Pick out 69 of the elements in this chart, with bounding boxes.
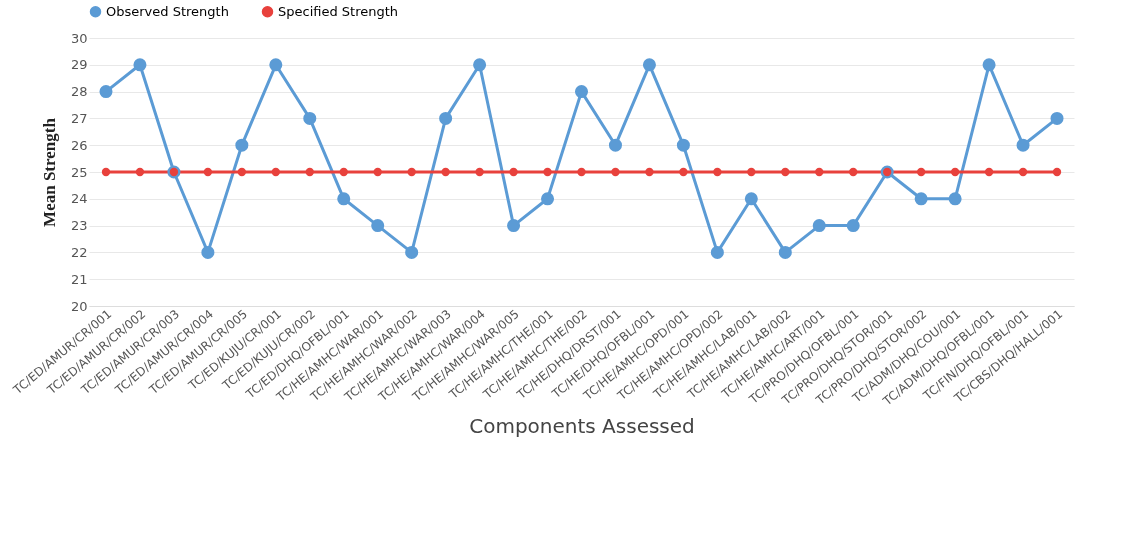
point [744,192,758,206]
point [303,111,317,125]
point [269,58,283,72]
point [509,167,518,177]
point [611,167,620,177]
point [371,219,385,233]
point [407,167,416,177]
point [1016,138,1030,152]
point [305,167,314,177]
point [948,192,962,206]
point [982,58,996,72]
y-tick-label: 21 [70,271,88,287]
y-tick-label: 26 [70,137,88,153]
point [507,219,521,233]
point [543,167,552,177]
y-tick-label: 27 [70,110,88,126]
point [373,167,382,177]
point [405,245,419,259]
point [781,167,790,177]
y-tick-label: 24 [70,191,88,207]
point [916,167,926,177]
point [846,219,860,233]
point [608,138,622,152]
point [439,111,453,125]
y-tick-label: 30 [70,30,88,46]
x-axis-title: Components Assessed [469,414,695,439]
point [815,167,824,177]
y-tick-label: 23 [70,218,88,234]
point [984,167,994,177]
y-tick-label: 22 [70,244,88,260]
point [950,167,960,177]
point [676,138,690,152]
point [101,167,111,177]
point [577,167,586,177]
point [812,219,826,233]
point [337,192,351,206]
point [203,167,213,177]
legend-label: Specified Strength [278,3,399,19]
point [710,245,724,259]
point [473,58,487,72]
point [339,167,348,177]
point [574,85,589,99]
y-tick-label: 20 [70,298,88,314]
point [713,167,722,177]
point [135,167,145,177]
point [642,58,656,72]
point [475,167,484,177]
point [133,58,147,72]
point [541,192,555,206]
point [201,245,215,259]
point [99,85,113,99]
point [237,167,247,177]
point [1052,167,1062,177]
point [1018,167,1028,177]
y-axis-title: Mean Strength [39,117,59,227]
point [1050,111,1064,125]
point [441,167,450,177]
point [747,167,756,177]
y-tick-label: 28 [70,84,88,100]
y-tick-label: 29 [70,57,88,73]
point [914,192,928,206]
point [271,167,280,177]
point [235,138,249,152]
y-tick-label: 25 [70,164,88,180]
point [645,167,654,177]
legend-label: Observed Strength [106,3,229,19]
point [849,167,858,177]
point [778,245,792,259]
point [679,167,688,177]
